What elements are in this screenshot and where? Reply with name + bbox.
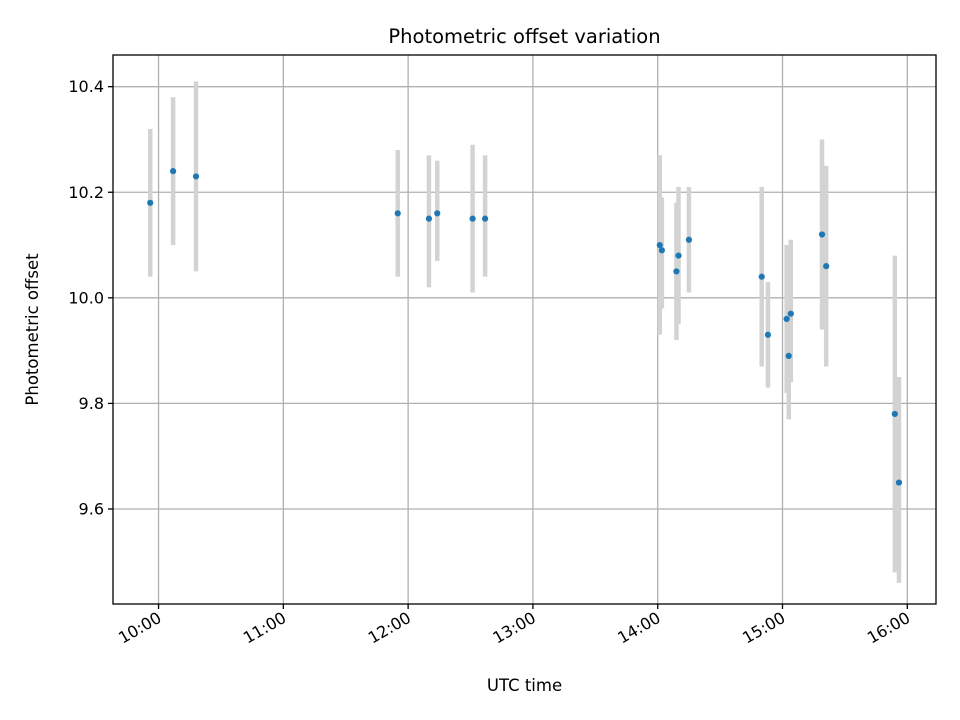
data-point [783,315,790,323]
data-point [469,215,476,222]
data-points [147,168,903,486]
x-tick-label: 11:00 [240,608,289,648]
data-point [656,241,663,249]
data-point [170,168,177,175]
x-tick-label: 14:00 [614,608,663,648]
x-axis: 10:00 11:00 12:00 13:00 14:00 15:00 16:00 [115,604,913,648]
y-axis-title: Photometric offset [23,253,42,406]
y-tick-label: 9.8 [79,394,104,413]
data-point [758,273,765,280]
data-point [658,247,665,254]
y-tick-label: 9.6 [79,499,104,518]
y-tick-label: 10.4 [68,77,104,96]
data-point [895,479,903,486]
x-axis-title: UTC time [487,676,562,695]
x-tick-label: 12:00 [365,608,414,648]
y-tick-label: 10.0 [68,288,104,307]
data-point [675,252,682,259]
data-point [394,210,401,217]
x-tick-label: 13:00 [489,608,538,648]
y-axis: 9.6 9.8 10.0 10.2 10.4 [68,77,113,518]
data-point [785,352,792,359]
data-point [192,173,200,180]
data-point [891,410,898,418]
data-point [425,215,433,222]
x-tick-label: 10:00 [115,608,164,648]
plot-frame [112,54,937,605]
x-tick-label: 16:00 [864,608,913,648]
data-point [481,215,489,222]
data-point [818,231,826,238]
y-tick-label: 10.2 [68,183,104,202]
grid [113,55,936,604]
data-point [823,263,830,270]
data-point [673,268,680,275]
data-point [685,236,693,243]
data-point [787,310,794,317]
chart-title: Photometric offset variation [388,25,660,48]
error-bars [147,81,902,583]
data-point [434,210,441,217]
data-point [147,199,154,206]
data-point [764,331,772,338]
x-tick-label: 15:00 [739,608,788,648]
